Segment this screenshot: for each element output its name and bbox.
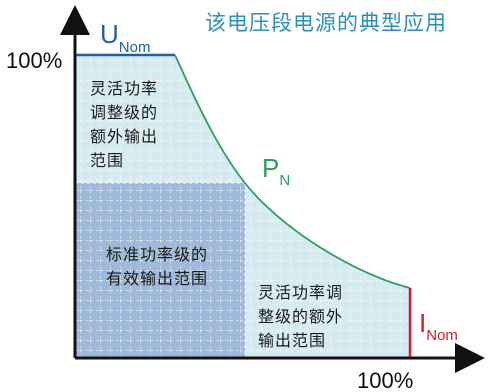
top-left-line-2: 调整级的 bbox=[90, 103, 158, 122]
bottom-right-line-1: 灵活功率调 bbox=[258, 283, 343, 302]
bottom-right-line-2: 整级的额外 bbox=[258, 307, 343, 326]
y-axis-max-label: 100% bbox=[6, 48, 62, 73]
bottom-right-region-text: 灵活功率调 整级的额外 输出范围 bbox=[258, 283, 343, 350]
standard-output-region-grid bbox=[75, 183, 245, 358]
diagram-title: 该电压段电源的典型应用 bbox=[205, 11, 447, 35]
center-line-2: 有效输出范围 bbox=[106, 269, 208, 288]
top-left-line-3: 额外输出 bbox=[90, 127, 158, 146]
top-left-line-1: 灵活功率 bbox=[90, 79, 158, 98]
current-label-main: I bbox=[419, 308, 426, 338]
power-label: PN bbox=[262, 153, 290, 189]
current-label-sub: Nom bbox=[426, 327, 458, 344]
top-left-region-text: 灵活功率 调整级的 额外输出 范围 bbox=[90, 79, 158, 170]
center-region-text: 标准功率级的 有效输出范围 bbox=[106, 245, 208, 288]
power-label-main: P bbox=[262, 153, 279, 183]
x-axis-max-label: 100% bbox=[357, 368, 413, 392]
power-curve bbox=[174, 54, 411, 289]
voltage-label: UNom bbox=[100, 19, 150, 56]
power-label-sub: N bbox=[279, 172, 290, 189]
voltage-label-sub: Nom bbox=[119, 39, 151, 56]
bottom-right-line-3: 输出范围 bbox=[258, 331, 326, 350]
top-left-line-4: 范围 bbox=[90, 151, 124, 170]
center-line-1: 标准功率级的 bbox=[106, 245, 208, 264]
voltage-label-main: U bbox=[100, 19, 119, 49]
current-label: INom bbox=[419, 308, 458, 344]
